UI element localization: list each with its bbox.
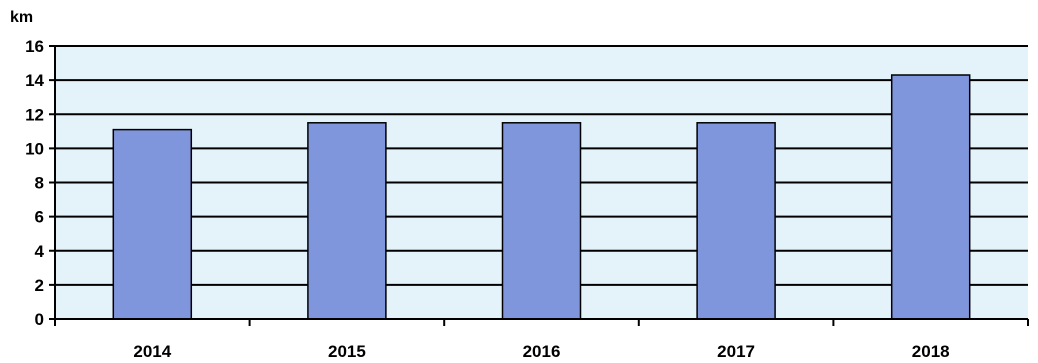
bar-2014	[112, 128, 193, 320]
x-category-label-2016: 2016	[523, 342, 561, 361]
y-tick-label-8: 8	[35, 174, 44, 193]
x-category-label-2014: 2014	[133, 342, 171, 361]
bar-2017	[696, 122, 776, 320]
bar-2016	[501, 122, 582, 320]
x-tick-marks	[54, 319, 1029, 326]
y-tick-label-10: 10	[25, 139, 44, 158]
x-category-label-2018: 2018	[912, 342, 950, 361]
bar-2018	[890, 74, 971, 320]
x-category-label-2017: 2017	[717, 342, 755, 361]
y-tick-label-0: 0	[35, 310, 44, 329]
y-axis-unit-label: km	[10, 9, 33, 26]
bars	[112, 74, 971, 320]
category-labels: 2014 2015 2016 2017 2018	[133, 342, 949, 361]
x-category-label-2015: 2015	[328, 342, 366, 361]
bar-2015	[307, 122, 387, 320]
y-tick-label-6: 6	[35, 208, 44, 227]
y-tick-label-4: 4	[35, 242, 45, 261]
y-tick-labels: 0 2 4 6 8 10 12 14 16	[25, 37, 55, 329]
y-tick-label-16: 16	[25, 37, 44, 56]
y-tick-label-14: 14	[25, 71, 44, 90]
y-tick-label-2: 2	[35, 276, 44, 295]
y-tick-label-12: 12	[25, 105, 44, 124]
